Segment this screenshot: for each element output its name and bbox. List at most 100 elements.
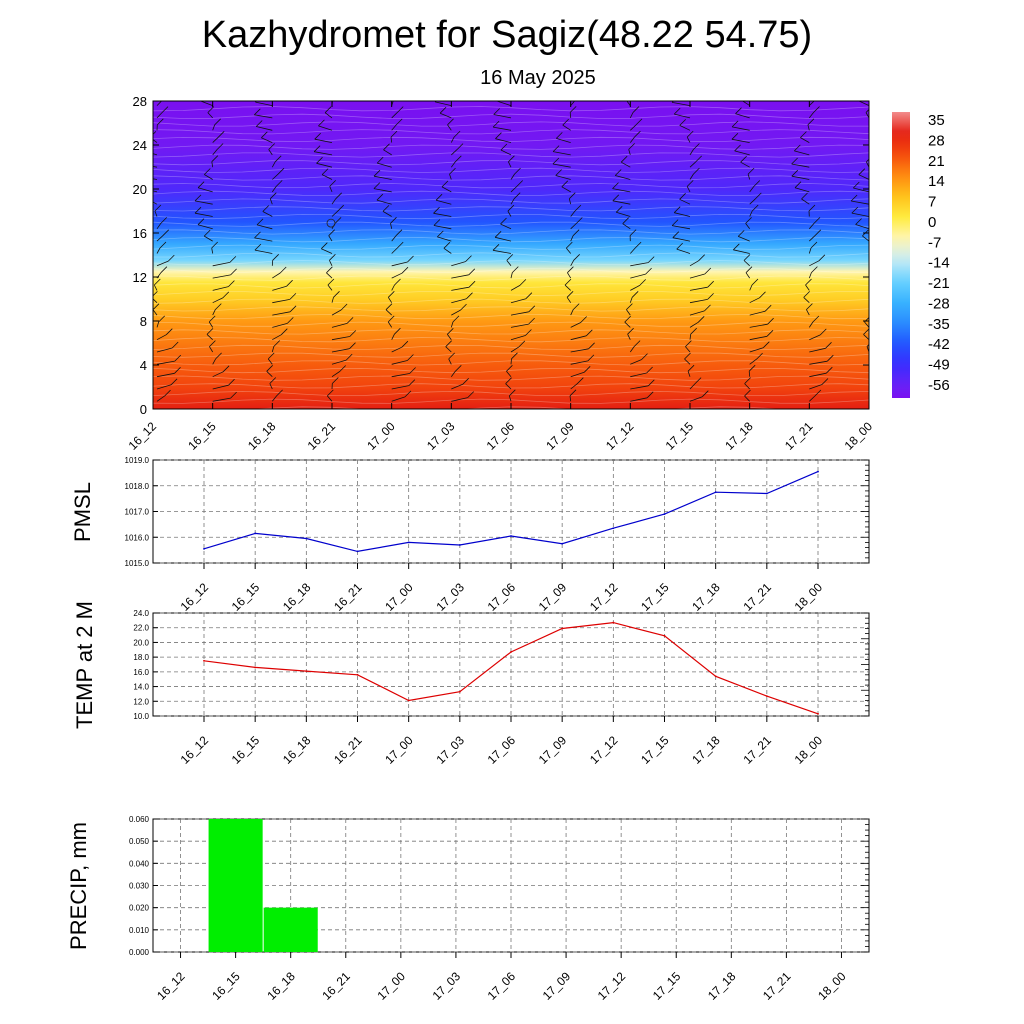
wind-barb bbox=[156, 254, 175, 267]
contour-line bbox=[153, 275, 869, 281]
wind-barb bbox=[749, 352, 763, 365]
wind-barb bbox=[510, 292, 533, 304]
wind-barb bbox=[269, 192, 277, 205]
wind-barb bbox=[212, 352, 222, 365]
wind-barb bbox=[271, 254, 279, 266]
x-tick-label: 17_18 bbox=[705, 969, 739, 1003]
wind-barb bbox=[749, 204, 759, 217]
x-tick-label: 17_03 bbox=[424, 419, 458, 453]
colorbar-label: 0 bbox=[928, 214, 936, 231]
wind-barb bbox=[391, 327, 401, 340]
wind-barb bbox=[629, 340, 641, 353]
wind-barb bbox=[689, 390, 709, 402]
wind-barb bbox=[493, 108, 512, 119]
wind-barb bbox=[272, 328, 288, 341]
wind-barb bbox=[747, 167, 755, 180]
wind-barb bbox=[629, 291, 639, 303]
contour-line bbox=[153, 206, 869, 212]
wind-barb bbox=[437, 230, 452, 242]
data-point bbox=[714, 675, 717, 678]
wind-barb bbox=[212, 303, 222, 316]
wind-barb bbox=[868, 302, 869, 303]
wind-barb bbox=[329, 254, 336, 266]
wind-barb bbox=[194, 206, 213, 217]
wind-barb bbox=[853, 181, 869, 193]
wind-barb bbox=[390, 217, 397, 229]
wind-barb bbox=[324, 106, 333, 119]
y-tick-label: 8 bbox=[140, 314, 147, 329]
wind-barb bbox=[331, 303, 348, 316]
x-tick-label: 17_12 bbox=[587, 733, 621, 767]
y-tick-label: 1017.0 bbox=[125, 508, 150, 517]
wind-barb bbox=[808, 204, 816, 217]
wind-barb bbox=[156, 217, 168, 230]
x-tick-label: 17_03 bbox=[433, 733, 467, 767]
wind-barb bbox=[331, 330, 357, 341]
x-tick-label: 18_00 bbox=[792, 580, 826, 614]
y-tick-label: 0.020 bbox=[129, 904, 150, 913]
wind-barb bbox=[212, 268, 237, 279]
wind-barb bbox=[153, 190, 158, 193]
wind-barb bbox=[868, 129, 869, 131]
wind-barb bbox=[255, 120, 273, 131]
contour-line bbox=[153, 229, 869, 235]
wind-barb bbox=[510, 317, 535, 328]
data-point bbox=[407, 699, 410, 702]
data-point bbox=[254, 532, 257, 535]
wind-barb bbox=[154, 204, 162, 217]
wind-barb bbox=[450, 155, 462, 168]
wind-barb bbox=[809, 254, 826, 267]
x-tick-label: 17_09 bbox=[540, 969, 574, 1003]
data-point bbox=[254, 666, 257, 669]
y-tick-label: 10.0 bbox=[133, 712, 149, 721]
wind-barb bbox=[156, 229, 169, 242]
data-point bbox=[203, 659, 205, 662]
wind-barb bbox=[749, 278, 759, 291]
wind-barb bbox=[331, 291, 340, 303]
wind-barb bbox=[567, 266, 574, 279]
x-tick-label: 16_21 bbox=[305, 419, 339, 453]
x-tick-label: 17_09 bbox=[536, 580, 570, 614]
colorbar-label: 7 bbox=[928, 194, 936, 211]
wind-barb bbox=[212, 131, 225, 143]
colorbar-label: -21 bbox=[928, 275, 950, 292]
wind-barb bbox=[552, 145, 571, 156]
wind-barb bbox=[505, 377, 512, 390]
wind-barb bbox=[495, 132, 512, 143]
y-tick-label: 16 bbox=[133, 226, 147, 241]
wind-barb bbox=[156, 328, 173, 341]
wind-barb bbox=[451, 143, 464, 156]
wind-barb bbox=[735, 107, 750, 119]
wind-barb bbox=[266, 365, 273, 377]
data-point bbox=[663, 513, 666, 515]
wind-barb bbox=[749, 291, 766, 304]
chart-subtitle: 16 May 2025 bbox=[480, 67, 596, 89]
wind-barb bbox=[208, 315, 216, 328]
colorbar: 35 28 21 14 7 0 -7 -14 -21 -28 -35 -42 -49 -56 bbox=[892, 112, 950, 398]
wind-barb bbox=[570, 254, 580, 266]
wind-barb bbox=[272, 279, 293, 291]
contour-line bbox=[153, 383, 869, 389]
y-tick-label: 1019.0 bbox=[125, 456, 150, 465]
wind-barb bbox=[622, 217, 631, 230]
wind-barb bbox=[855, 218, 869, 230]
wind-barb bbox=[209, 340, 216, 353]
wind-barb bbox=[508, 389, 516, 402]
wind-barb bbox=[373, 182, 392, 193]
wind-barb bbox=[562, 118, 571, 131]
wind-barb bbox=[391, 266, 409, 279]
x-tick-label: 18_00 bbox=[792, 733, 826, 767]
wind-barb bbox=[570, 366, 591, 378]
wind-barb bbox=[630, 366, 653, 378]
wind-barb bbox=[570, 342, 595, 353]
wind-barb bbox=[451, 292, 473, 304]
wind-barb bbox=[671, 219, 691, 230]
y-tick-label: 28 bbox=[133, 94, 147, 109]
wind-barb bbox=[749, 304, 772, 316]
colorbar-label: -42 bbox=[928, 336, 950, 353]
data-point bbox=[561, 542, 564, 545]
colorbar-label: -56 bbox=[928, 377, 950, 394]
wind-barb bbox=[510, 352, 518, 365]
wind-barb bbox=[500, 143, 512, 156]
